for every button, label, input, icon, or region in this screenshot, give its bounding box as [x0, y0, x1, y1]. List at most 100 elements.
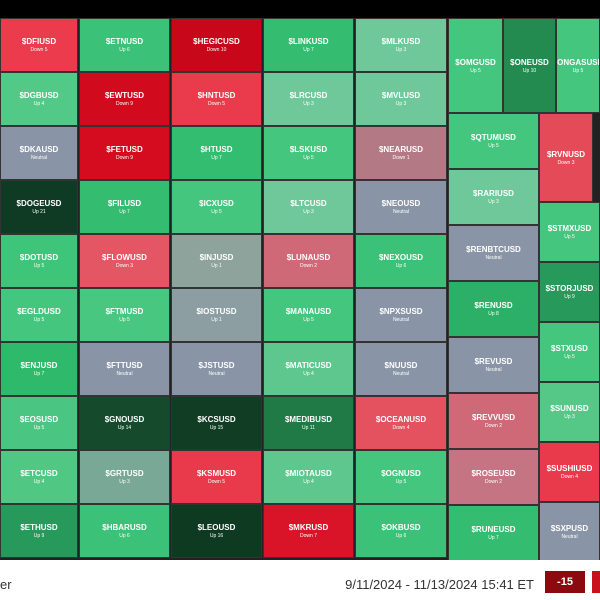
status: Neutral	[208, 371, 225, 377]
tile[interactable]: $FTMUSD Up 5	[79, 288, 170, 342]
tile[interactable]: $STORJUSD Up 9	[539, 262, 600, 322]
tile[interactable]: $SUNUSD Up 3	[539, 382, 600, 442]
tile[interactable]: $LEOUSD Up 16	[171, 504, 262, 558]
tile[interactable]: $DGBUSD Up 4	[0, 72, 78, 126]
ticker: $FETUSD	[106, 145, 143, 154]
tile[interactable]: $KCSUSD Up 15	[171, 396, 262, 450]
tile[interactable]: $HBARUSD Up 6	[79, 504, 170, 558]
tile[interactable]: $KSMUSD Down 5	[171, 450, 262, 504]
tile[interactable]: $IOSTUSD Up 1	[171, 288, 262, 342]
status: Down 9	[116, 155, 133, 161]
tile[interactable]: $QTUMUSD Up 5	[448, 113, 539, 169]
tile[interactable]: $MANAUSD Up 5	[263, 288, 354, 342]
ticker: $SUNUSD	[550, 404, 589, 413]
tile[interactable]: $ETHUSD Up 9	[0, 504, 78, 558]
tile[interactable]: $ONGASUSDUp 5	[556, 18, 600, 113]
ticker: $ETNUSD	[105, 37, 144, 46]
tile[interactable]: $EGLDUSD Up 5	[0, 288, 78, 342]
tile[interactable]: $REVUSD Neutral	[448, 337, 539, 393]
tile[interactable]: $FETUSD Down 9	[79, 126, 170, 180]
top-bar	[0, 0, 600, 18]
tile[interactable]: $HNTUSD Down 5	[171, 72, 262, 126]
tile[interactable]: $LTCUSD Up 3	[263, 180, 354, 234]
status: Up 3	[564, 414, 575, 420]
tile[interactable]: $GNOUSD Up 14	[79, 396, 170, 450]
ticker: $RUNEUSD	[471, 525, 516, 534]
tile[interactable]: $INJUSD Up 1	[171, 234, 262, 288]
tile[interactable]: $OKBUSD Up 6	[355, 504, 447, 558]
status: Up 7	[488, 535, 499, 541]
ticker: $MKRUSD	[288, 523, 329, 532]
tile[interactable]: $GRTUSD Up 3	[79, 450, 170, 504]
tile[interactable]: $LSKUSD Up 5	[263, 126, 354, 180]
tile[interactable]: $FLOWUSD Down 3	[79, 234, 170, 288]
tile[interactable]: $MIOTAUSD Up 4	[263, 450, 354, 504]
tile[interactable]: $DKAUSD Neutral	[0, 126, 78, 180]
tile[interactable]: $RVNUSD Down 3	[539, 113, 593, 202]
tile[interactable]: $OMGUSD Up 5	[448, 18, 503, 113]
tile[interactable]: $LRCUSD Up 3	[263, 72, 354, 126]
tile[interactable]: $EOSUSD Up 5	[0, 396, 78, 450]
score-box-next[interactable]	[592, 571, 600, 593]
tile[interactable]: $RENUSD Up 8	[448, 281, 539, 337]
tile[interactable]: $NUUSD Neutral	[355, 342, 447, 396]
status: Up 1	[211, 263, 222, 269]
status: Down 7	[300, 533, 317, 539]
ticker: $STXUSD	[551, 344, 588, 353]
tile[interactable]: $FTTUSD Neutral	[79, 342, 170, 396]
tile[interactable]: $EWTUSD Down 9	[79, 72, 170, 126]
tile[interactable]: $MKRUSD Down 7	[263, 504, 354, 558]
status: Up 6	[395, 533, 407, 539]
ticker: $OMGUSD	[455, 57, 496, 67]
tile[interactable]: $RARIUSD Up 3	[448, 169, 539, 225]
ticker: $DFIUSD	[21, 37, 57, 46]
tile[interactable]: $ICXUSD Up 5	[171, 180, 262, 234]
tile[interactable]: $NPXSUSD Neutral	[355, 288, 447, 342]
tile[interactable]: $ETNUSD Up 6	[79, 18, 170, 72]
status: Up 4	[33, 479, 45, 485]
tile[interactable]: $SUSHIUSD Down 4	[539, 442, 600, 502]
tile[interactable]: $MATICUSD Up 4	[263, 342, 354, 396]
tile[interactable]: $ONEUSD Up 10	[503, 18, 556, 113]
status: Up 5	[119, 317, 130, 323]
tile[interactable]: $OGNUSD Up 5	[355, 450, 447, 504]
tile[interactable]: $STXUSD Up 5	[539, 322, 600, 382]
status: Up 3	[395, 101, 407, 107]
tile[interactable]: $DFIUSD Down 5	[0, 18, 78, 72]
tile[interactable]: $STMXUSD Up 5	[539, 202, 600, 262]
tile[interactable]: $NEOUSD Neutral	[355, 180, 447, 234]
tile[interactable]: $HEGICUSD Down 10	[171, 18, 262, 72]
tile[interactable]: $RENBTCUSD Neutral	[448, 225, 539, 281]
tile[interactable]: $OCEANUSD Down 4	[355, 396, 447, 450]
tile[interactable]: $MVLUSD Up 3	[355, 72, 447, 126]
status: Down 1	[392, 155, 410, 161]
tile[interactable]: $MLKUSD Up 3	[355, 18, 447, 72]
status: Up 3	[119, 479, 130, 485]
tile[interactable]: $DOTUSD Up 5	[0, 234, 78, 288]
tile[interactable]: $JSTUSD Neutral	[171, 342, 262, 396]
tile[interactable]: $NEXOUSD Up 6	[355, 234, 447, 288]
tile[interactable]: $FILUSD Up 7	[79, 180, 170, 234]
tile[interactable]: $ETCUSD Up 4	[0, 450, 78, 504]
ticker: $LRCUSD	[289, 91, 328, 100]
tile[interactable]: $NEARUSD Down 1	[355, 126, 447, 180]
tile[interactable]: $HTUSD Up 7	[171, 126, 262, 180]
tile[interactable]: $ROSEUSD Down 2	[448, 449, 539, 505]
tile[interactable]: $REVVUSD Down 2	[448, 393, 539, 449]
tile[interactable]: $LUNAUSD Down 2	[263, 234, 354, 288]
heatmap: $DFIUSD Down 5 $DGBUSD Up 4 $DKAUSD Neutral $D…	[0, 18, 600, 562]
status: Up 3	[303, 209, 314, 215]
tile[interactable]: $RUNEUSD Up 7	[448, 505, 539, 561]
tile[interactable]: $SXPUSD Neutral	[539, 502, 600, 562]
ticker: $MATICUSD	[285, 361, 332, 370]
status: Up 1	[211, 317, 222, 323]
ticker: $NEARUSD	[378, 145, 423, 154]
score-box[interactable]: -15	[545, 571, 585, 593]
ticker: $FLOWUSD	[102, 253, 147, 262]
tile[interactable]: $LINKUSD Up 7	[263, 18, 354, 72]
tile[interactable]: $ENJUSD Up 7	[0, 342, 78, 396]
tile[interactable]: $DOGEUSD Up 21	[0, 180, 78, 234]
tile[interactable]: $MEDIBUSD Up 11	[263, 396, 354, 450]
ticker: $NUUSD	[384, 361, 418, 370]
status: Up 11	[302, 425, 315, 431]
